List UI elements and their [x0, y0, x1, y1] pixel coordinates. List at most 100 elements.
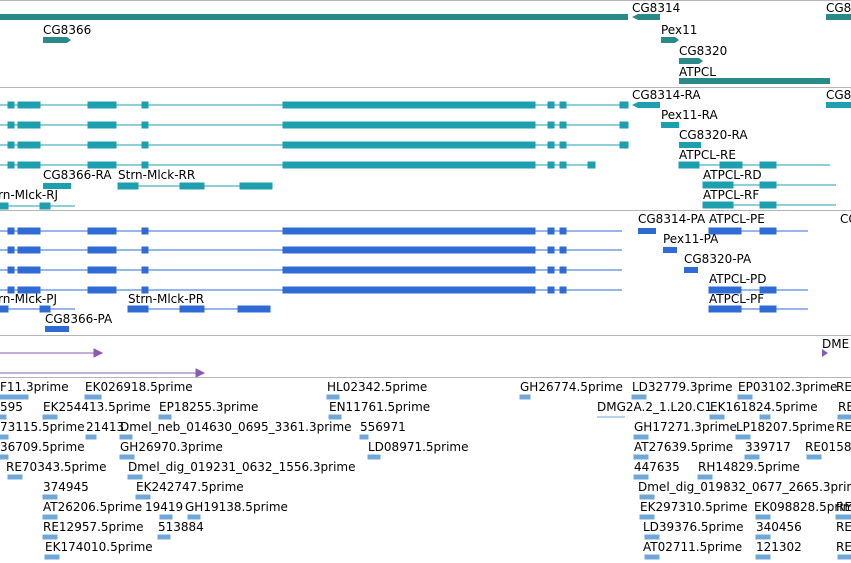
transcript-label-cg8320-ra: CG8320-RA	[679, 128, 748, 142]
gene-label-pex11: Pex11	[661, 23, 698, 37]
transcript-cg8366-ra[interactable]	[43, 183, 71, 189]
insertion-dme[interactable]	[822, 349, 828, 357]
insertion-track: DME	[0, 336, 851, 377]
est-label: EK026918.5prime	[85, 380, 193, 394]
insertion-label-dme: DME	[822, 337, 850, 351]
est-label: RE	[836, 540, 851, 554]
transcript-label-rn-mlck-rj: rn-Mlck-RJ	[0, 188, 59, 202]
protein-label-atpcl-pf: ATPCL-PF	[709, 292, 765, 306]
transcript-row[interactable]	[0, 121, 629, 129]
protein-cg8314-pa[interactable]	[638, 228, 656, 234]
transcript-label-atpcl-rd: ATPCL-RD	[703, 168, 762, 182]
est-label: RH14829.5prime	[698, 460, 800, 474]
insertion-arrow[interactable]	[0, 368, 206, 377]
est-label: 36709.5prime	[0, 440, 85, 454]
protein-cg8320-pa[interactable]	[684, 267, 698, 273]
protein-label-pex11-pa: Pex11-PA	[663, 232, 719, 246]
est-label: 556971	[360, 420, 406, 434]
protein-strn-mlck-pr[interactable]	[127, 305, 271, 313]
transcript-rn-mlck-rj[interactable]	[0, 202, 75, 210]
transcript-pex11-ra[interactable]	[661, 122, 679, 128]
transcript-cg8314-ra[interactable]	[632, 102, 660, 108]
est-label: EK174010.5prime	[45, 540, 153, 554]
protein-atpcl-pf[interactable]	[708, 305, 808, 313]
transcript-atpcl-rd[interactable]	[702, 181, 836, 189]
protein-row[interactable]	[0, 227, 622, 235]
est-label: EK297310.5prime	[640, 500, 748, 514]
est-label: RE70343.5prime	[6, 460, 107, 474]
est-label: AT02711.5prime	[643, 540, 743, 554]
transcript-label-cg8314-ra: CG8314-RA	[632, 88, 701, 102]
protein-label-cg8314-pa: CG8314-PA	[638, 212, 706, 226]
protein-row[interactable]	[0, 286, 622, 294]
gene-cg8320-bar[interactable]	[679, 58, 703, 64]
transcript-label-atpcl-re: ATPCL-RE	[679, 148, 736, 162]
transcript-strn-mlck-rr[interactable]	[117, 182, 273, 190]
transcript-track: CG8314-RA Pex11-RA CG8320-RA ATPCL-RE CG…	[0, 88, 851, 210]
protein-features	[0, 227, 808, 332]
est-label: RE	[836, 420, 851, 434]
transcript-row[interactable]	[0, 141, 629, 149]
est-label: F11.3prime	[0, 380, 69, 394]
track-divider	[0, 0, 851, 1]
transcript-label-strn-mlck-rr: Strn-Mlck-RR	[118, 168, 196, 182]
est-label: DMG2A.2_1.L20.C1	[597, 400, 713, 414]
est-label: RE	[836, 380, 851, 394]
est-features	[0, 394, 851, 560]
protein-atpcl-pe[interactable]	[708, 227, 808, 235]
transcript-row[interactable]	[0, 101, 629, 109]
transcript-atpcl-re[interactable]	[678, 161, 830, 169]
transcript-features	[0, 101, 851, 210]
est-label: 513884	[158, 520, 204, 534]
protein-label-cg: CG	[840, 212, 851, 226]
est-label: 121302	[756, 540, 802, 554]
est-label: AT26206.5prime	[43, 500, 143, 514]
protein-pex11-pa[interactable]	[663, 247, 677, 253]
gene-cg8314-bar[interactable]	[632, 14, 660, 20]
transcript-label-atpcl-rf: ATPCL-RF	[703, 188, 760, 202]
est-label: LP18207.5prime	[736, 420, 835, 434]
est-label: 447635	[634, 460, 680, 474]
track-divider	[0, 87, 851, 88]
est-label: 374945	[43, 480, 89, 494]
protein-atpcl-pd[interactable]	[708, 286, 808, 294]
gene-label-cg8320: CG8320	[679, 44, 728, 58]
protein-cg8366-pa[interactable]	[45, 326, 69, 332]
transcript-cg8-ra[interactable]	[826, 102, 851, 108]
est-label: Dmel_dig_019231_0632_1556.3prime	[128, 460, 356, 474]
protein-track: CG8314-PA ATPCL-PE Pex11-PA CG8320-PA AT…	[0, 211, 851, 335]
est-label: 340456	[756, 520, 802, 534]
est-label: LD08971.5prime	[368, 440, 469, 454]
protein-row[interactable]	[0, 266, 622, 274]
est-label: RE0158	[805, 440, 851, 454]
protein-row[interactable]	[0, 246, 622, 254]
est-label: 19419	[145, 500, 184, 514]
est-label: 339717	[745, 440, 791, 454]
insertion-arrow[interactable]	[0, 348, 104, 358]
est-label: GH19138.5prime	[185, 500, 288, 514]
transcript-atpcl-rf[interactable]	[702, 201, 836, 209]
protein-rn-mlck-pj[interactable]	[0, 305, 75, 313]
gene-cg8366-bar[interactable]	[43, 37, 71, 43]
est-label: 595	[0, 400, 23, 414]
transcript-label-cg8: CG8	[826, 88, 851, 102]
est-label: Dmel_neb_014630_0695_3361.3prime	[120, 420, 352, 434]
gene-cg8-bar[interactable]	[826, 14, 851, 20]
est-label: RE	[836, 520, 851, 534]
transcript-cg8320-ra[interactable]	[679, 142, 701, 148]
transcript-label-pex11-ra: Pex11-RA	[661, 108, 718, 122]
est-marks[interactable]	[0, 394, 851, 560]
est-label: 73115.5prime	[0, 420, 85, 434]
protein-label-rn-mlck-pj: rn-Mlck-PJ	[0, 292, 57, 306]
est-label: RE	[838, 400, 851, 414]
gene-strn-mlck-bar[interactable]	[0, 14, 628, 20]
gene-label-cg8366: CG8366	[43, 23, 92, 37]
gene-atpcl-bar[interactable]	[679, 78, 830, 84]
protein-label-cg8320-pa: CG8320-PA	[684, 252, 752, 266]
track-divider	[0, 335, 851, 336]
gene-pex11-bar[interactable]	[661, 37, 679, 43]
protein-label-atpcl-pd: ATPCL-PD	[709, 272, 767, 286]
est-track: F11.3prime EK026918.5prime HL02342.5prim…	[0, 378, 851, 563]
transcript-row[interactable]	[0, 161, 596, 169]
est-label: LD32779.3prime	[632, 380, 733, 394]
